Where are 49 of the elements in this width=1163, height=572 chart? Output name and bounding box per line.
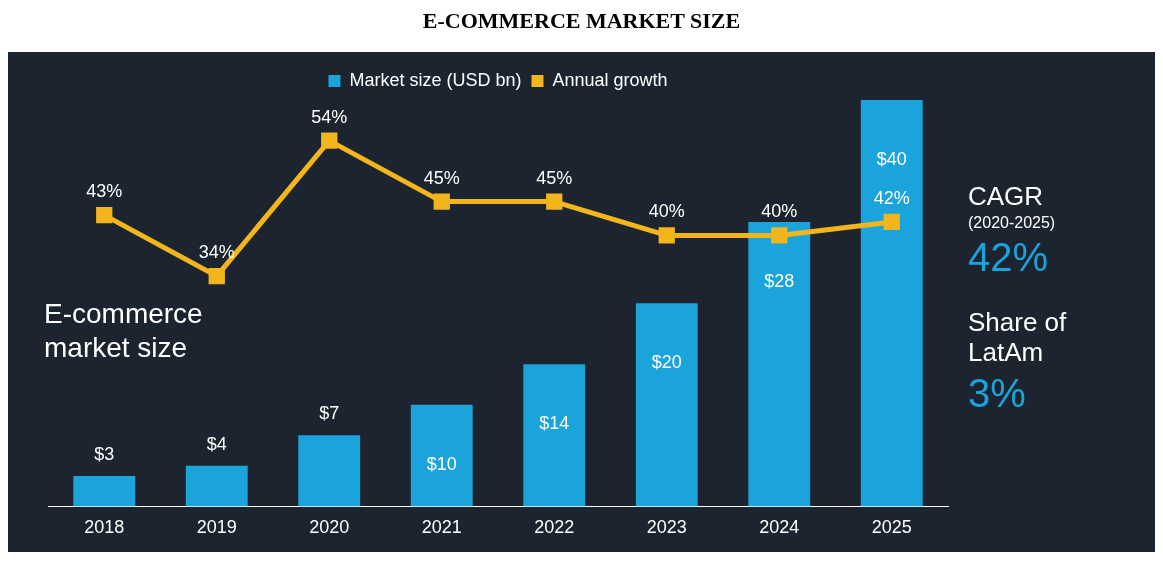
bar — [748, 221, 811, 507]
bar — [73, 475, 136, 507]
x-tick-label: 2020 — [309, 517, 350, 538]
bar — [523, 364, 586, 507]
data-label: $14 — [539, 413, 570, 434]
x-tick-label: 2025 — [871, 517, 912, 538]
point — [658, 227, 675, 244]
chart-title: E-COMMERCE MARKET SIZE — [421, 8, 742, 34]
data-label: 42% — [873, 187, 910, 208]
legend-label: Annual growth — [552, 69, 668, 90]
point — [546, 193, 563, 210]
bar — [410, 404, 473, 507]
data-label: $4 — [206, 433, 227, 454]
bar — [298, 435, 361, 507]
data-label: 34% — [198, 242, 235, 263]
data-label: $7 — [319, 403, 340, 424]
text: CAGR — [968, 181, 1045, 212]
point — [321, 132, 338, 149]
data-label: 45% — [423, 167, 460, 188]
data-label: $10 — [426, 453, 457, 474]
x-tick-label: 2019 — [196, 517, 237, 538]
point — [771, 227, 788, 244]
x-tick-label: 2022 — [534, 517, 575, 538]
data-label: $20 — [651, 352, 682, 373]
text: (2020-2025) — [968, 213, 1057, 233]
data-label: $40 — [876, 148, 907, 169]
data-label: 45% — [536, 167, 573, 188]
data-label: 40% — [648, 201, 685, 222]
data-label: 43% — [86, 181, 123, 202]
x-tick-label: 2018 — [84, 517, 125, 538]
data-label: 40% — [761, 201, 798, 222]
text: Share of LatAm — [968, 307, 1068, 369]
x-tick-label: 2024 — [759, 517, 800, 538]
point — [208, 267, 225, 285]
data-label: 54% — [311, 106, 348, 127]
x-tick-label: 2023 — [646, 517, 687, 538]
point — [883, 213, 900, 231]
data-label: $3 — [94, 443, 115, 464]
x-tick-label: 2021 — [421, 517, 462, 538]
bar — [185, 465, 248, 507]
text: 42% — [968, 234, 1050, 281]
bar — [635, 303, 698, 507]
point — [433, 193, 450, 210]
annotation: E-commerce market size — [44, 297, 204, 365]
bar — [860, 100, 923, 507]
point — [96, 206, 113, 224]
legend-label: Market size (USD bn) — [349, 69, 522, 90]
text: 3% — [968, 370, 1027, 417]
data-label: $28 — [764, 270, 795, 291]
